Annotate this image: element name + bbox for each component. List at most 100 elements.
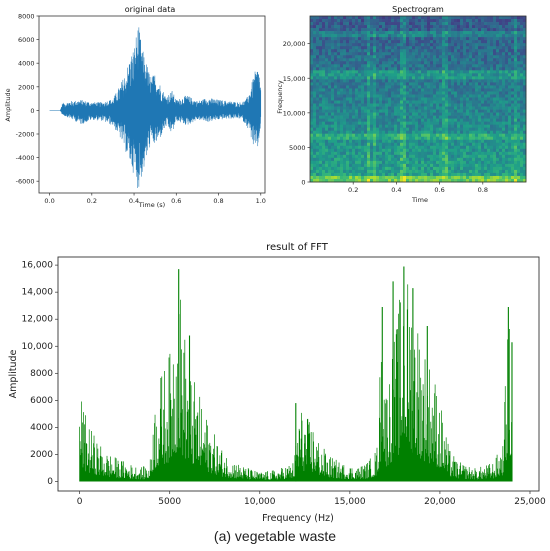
- spectrogram-cell: [430, 121, 434, 126]
- spectrogram-cell: [508, 115, 512, 119]
- spectrogram-cell: [427, 160, 431, 165]
- spectrogram-cell: [475, 43, 479, 47]
- spectrogram-cell: [376, 31, 380, 35]
- spectrogram-cell: [361, 25, 365, 29]
- spectrogram-cell: [364, 175, 368, 180]
- spectrogram-cell: [322, 67, 326, 71]
- spectrogram-cell: [322, 106, 326, 110]
- spectrogram-cell: [361, 70, 365, 74]
- spectrogram-cell: [364, 133, 368, 138]
- spectrogram-cell: [340, 19, 344, 23]
- spectrogram-cell: [493, 115, 497, 119]
- spectrogram-cell: [427, 19, 431, 23]
- spectrogram-cell: [367, 172, 371, 177]
- spectrogram-cell: [325, 52, 329, 56]
- spectrogram-cell: [442, 142, 446, 147]
- spectrogram-cell: [442, 31, 446, 35]
- spectrogram-cell: [349, 88, 353, 92]
- spectrogram-cell: [319, 166, 323, 171]
- spectrogram-cell: [367, 40, 371, 44]
- spectrogram-cell: [478, 178, 482, 183]
- spectrogram-cell: [457, 136, 461, 141]
- spectrogram-cell: [394, 109, 398, 113]
- spectrogram-cell: [376, 148, 380, 153]
- spectrogram-cell: [397, 67, 401, 71]
- spectrogram-cell: [517, 121, 521, 126]
- spectrogram-cell: [325, 160, 329, 165]
- spectrogram-cell: [451, 79, 455, 83]
- spectrogram-cell: [376, 133, 380, 138]
- spectrogram-cell: [400, 175, 404, 180]
- spectrogram-cell: [316, 91, 320, 95]
- spectrogram-cell: [313, 28, 317, 32]
- spectrogram-cell: [400, 145, 404, 150]
- spectrogram-cell: [427, 31, 431, 35]
- spectrogram-cell: [451, 97, 455, 101]
- spectrogram-cell: [361, 172, 365, 177]
- spectrogram-cell: [460, 130, 464, 135]
- spectrogram-cell: [331, 43, 335, 47]
- spectrogram-cell: [364, 79, 368, 83]
- spectrogram-cell: [499, 67, 503, 71]
- spectrogram-cell: [400, 34, 404, 38]
- spectrogram-cell: [448, 52, 452, 56]
- spectrogram-cell: [403, 169, 407, 174]
- spectrogram-cell: [370, 118, 374, 122]
- spectrogram-cell: [469, 43, 473, 47]
- spectrogram-cell: [394, 55, 398, 59]
- spectrogram-cell: [433, 163, 437, 168]
- spectrogram-cell: [397, 82, 401, 86]
- spectrogram-cell: [313, 163, 317, 168]
- spectrogram-cell: [445, 58, 449, 62]
- spectrogram-cell: [466, 142, 470, 147]
- spectrogram-cell: [424, 22, 428, 26]
- spectrogram-cell: [484, 142, 488, 147]
- spectrogram-cell: [310, 175, 314, 180]
- spectrogram-cell: [346, 31, 350, 35]
- spectrogram-cell: [355, 142, 359, 147]
- spectrogram-cell: [352, 175, 356, 180]
- spectrogram-cell: [430, 133, 434, 138]
- spectrogram-cell: [382, 115, 386, 119]
- spectrogram-cell: [331, 22, 335, 26]
- spectrogram-cell: [493, 103, 497, 107]
- spectrogram-cell: [478, 112, 482, 116]
- x-tick-label: 10,000: [244, 497, 276, 507]
- spectrogram-cell: [508, 40, 512, 44]
- spectrogram-cell: [367, 115, 371, 119]
- spectrogram-cell: [520, 106, 524, 110]
- spectrogram-cell: [505, 139, 509, 144]
- spectrogram-cell: [391, 79, 395, 83]
- spectrogram-cell: [448, 70, 452, 74]
- spectrogram-cell: [337, 124, 341, 129]
- spectrogram-cell: [355, 178, 359, 183]
- spectrogram-cell: [412, 25, 416, 29]
- spectrogram-cell: [385, 106, 389, 110]
- spectrogram-cell: [487, 85, 491, 89]
- spectrogram-cell: [349, 175, 353, 180]
- spectrogram-cell: [409, 133, 413, 138]
- spectrogram-cell: [325, 91, 329, 95]
- spectrogram-cell: [367, 139, 371, 144]
- spectrogram-cell: [397, 178, 401, 183]
- spectrogram-cell: [388, 28, 392, 32]
- spectrogram-cell: [412, 130, 416, 135]
- spectrogram-cell: [388, 22, 392, 26]
- spectrogram-cell: [499, 163, 503, 168]
- spectrogram-cell: [361, 151, 365, 156]
- spectrogram-cell: [331, 160, 335, 165]
- spectrogram-cell: [373, 73, 377, 77]
- spectrogram-cell: [421, 37, 425, 41]
- spectrogram-cell: [448, 43, 452, 47]
- spectrogram-cell: [406, 169, 410, 174]
- spectrogram-cell: [382, 73, 386, 77]
- spectrogram-cell: [349, 37, 353, 41]
- y-tick-label: 2000: [18, 83, 35, 91]
- spectrogram-cell: [325, 31, 329, 35]
- spectrogram-cell: [388, 31, 392, 35]
- spectrogram-cell: [418, 115, 422, 119]
- spectrogram-cell: [367, 82, 371, 86]
- spectrogram-cell: [409, 28, 413, 32]
- spectrogram-cell: [436, 52, 440, 56]
- spectrogram-cell: [325, 136, 329, 141]
